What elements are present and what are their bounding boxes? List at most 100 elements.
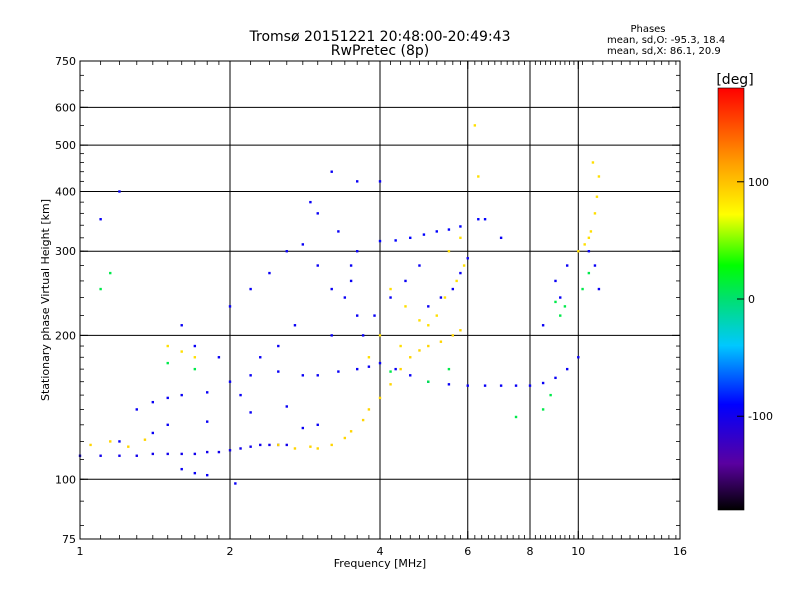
data-point	[587, 236, 591, 240]
stats-x-mode: mean, sd,X: 86.1, 20.9	[607, 46, 721, 57]
data-point	[367, 365, 371, 368]
data-point	[316, 212, 319, 215]
data-point	[239, 447, 242, 450]
stats-o-mode: mean, sd,O: -95.3, 18.4	[607, 35, 725, 46]
data-point	[455, 279, 458, 283]
data-point	[361, 418, 365, 422]
data-point	[228, 380, 232, 383]
data-point	[166, 344, 169, 348]
x-tick-label: 10	[571, 545, 585, 558]
data-point	[316, 423, 319, 427]
data-point	[565, 367, 569, 371]
data-point	[459, 236, 462, 240]
data-point	[293, 324, 297, 327]
y-axis-label: Stationary phase Virtual Height [km]	[39, 199, 52, 401]
data-point	[591, 161, 595, 164]
data-point	[394, 367, 397, 371]
data-point	[439, 296, 443, 299]
data-point	[217, 450, 221, 454]
data-point	[180, 350, 183, 353]
data-point	[549, 393, 552, 397]
data-point	[166, 396, 169, 400]
data-point	[151, 452, 155, 456]
data-point	[427, 344, 430, 348]
data-point	[399, 367, 402, 371]
data-point	[462, 264, 466, 267]
data-point	[483, 384, 487, 387]
data-point	[409, 236, 412, 240]
data-point	[541, 381, 545, 385]
data-point	[418, 349, 421, 352]
data-point	[378, 361, 382, 365]
data-point	[514, 384, 518, 387]
y-tick-label: 300	[55, 245, 76, 258]
data-point	[143, 438, 147, 441]
x-tick-label: 6	[464, 545, 471, 558]
data-point	[316, 447, 319, 450]
data-point	[330, 170, 333, 173]
colorbar-axis: 100 0 -100	[737, 176, 773, 423]
data-point	[514, 415, 518, 419]
data-point	[409, 374, 412, 377]
data-point	[587, 250, 591, 253]
data-point	[477, 175, 480, 178]
x-tick-label: 16	[673, 545, 687, 558]
data-point	[422, 233, 426, 236]
y-tick-label: 750	[55, 55, 76, 68]
data-point	[541, 408, 545, 411]
data-point	[234, 482, 237, 485]
data-point	[343, 296, 347, 299]
data-point	[193, 344, 197, 348]
data-point	[268, 271, 271, 275]
data-point	[355, 180, 359, 183]
data-point	[427, 380, 430, 383]
data-point	[466, 257, 469, 260]
data-point	[427, 305, 430, 308]
data-point	[563, 305, 567, 308]
data-point	[466, 384, 469, 387]
data-point	[259, 443, 262, 447]
data-point	[459, 271, 462, 275]
data-point	[473, 124, 477, 127]
data-point	[447, 367, 451, 371]
data-point	[277, 370, 280, 373]
data-point	[589, 230, 593, 233]
data-point	[151, 400, 155, 404]
data-point	[118, 190, 121, 193]
y-tick-label: 200	[55, 329, 76, 342]
data-point	[277, 443, 280, 447]
data-point	[577, 356, 580, 359]
data-point	[330, 443, 333, 447]
data-point	[285, 443, 288, 447]
data-point	[587, 271, 591, 275]
data-point	[554, 300, 557, 304]
data-point	[394, 239, 397, 242]
stats-heading: Phases	[630, 24, 665, 35]
data-point	[249, 287, 252, 291]
data-point	[166, 361, 169, 365]
data-point	[451, 287, 455, 291]
data-point	[277, 344, 280, 348]
data-point	[483, 218, 487, 221]
data-point	[447, 228, 451, 231]
data-point	[349, 430, 353, 433]
colorbar-label: [deg]	[716, 72, 753, 88]
data-point	[268, 443, 271, 447]
data-point	[595, 195, 599, 198]
colorbar-tick-label: 100	[748, 176, 769, 189]
data-point	[378, 180, 382, 183]
colorbar-tick-label: 0	[748, 293, 755, 306]
data-point	[301, 243, 305, 246]
data-point	[309, 445, 312, 448]
data-point	[477, 218, 480, 221]
data-point	[418, 264, 421, 267]
data-point	[330, 334, 333, 337]
data-point	[127, 445, 130, 448]
data-point	[559, 296, 562, 299]
data-point	[554, 376, 557, 380]
x-tick-label: 2	[227, 545, 234, 558]
data-point	[205, 391, 209, 394]
grid-lines	[80, 61, 680, 539]
y-tick-label: 400	[55, 185, 76, 198]
data-point	[378, 396, 382, 400]
